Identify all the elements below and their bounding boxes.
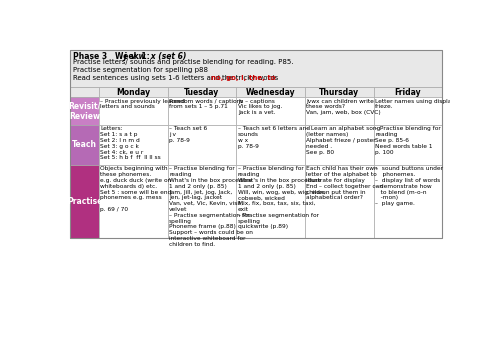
Text: Read sentences using sets 1-6 letters and the tricky words: Read sentences using sets 1-6 letters an…: [72, 75, 280, 81]
Bar: [374, 97, 442, 125]
Bar: [70, 50, 442, 238]
Bar: [168, 125, 236, 165]
Text: Each child has their own
letter of the alphabet to
illustrate for display
End – : Each child has their own letter of the a…: [306, 166, 384, 200]
Text: Letters:
Set 1: s a t p
Set 2: I n m d
Set 3: g o c k
Set 4: ck, e u r
Set 5: h : Letters: Set 1: s a t p Set 2: I n m d S…: [100, 126, 161, 160]
Bar: [305, 125, 374, 165]
Text: Practise letters/ sounds and practise blending for reading. P85.: Practise letters/ sounds and practise bl…: [72, 59, 293, 65]
Bar: [374, 87, 442, 97]
Bar: [168, 97, 236, 125]
Text: Random words / captions
from sets 1 – 5 p.71: Random words / captions from sets 1 – 5 …: [169, 99, 244, 109]
Text: Thursday: Thursday: [319, 88, 360, 97]
Bar: [99, 97, 168, 125]
Bar: [236, 97, 305, 125]
Text: – Practise blending for
reading
See p. 85-6
Need words table 1
p. 100: – Practise blending for reading See p. 8…: [375, 126, 441, 155]
Text: Phase 3   Week 1:: Phase 3 Week 1:: [72, 52, 152, 61]
Text: Objects beginning with
these phonemes.
e.g. duck duck (write on
whiteboards d) e: Objects beginning with these phonemes. e…: [100, 166, 172, 212]
Bar: [99, 87, 168, 97]
Bar: [168, 165, 236, 238]
Bar: [168, 87, 236, 97]
Bar: [70, 125, 99, 165]
Text: Teach: Teach: [72, 141, 97, 149]
Text: Jvwx can children write
these words?
Van, jam, web, box (CVC): Jvwx can children write these words? Van…: [306, 99, 381, 115]
Bar: [305, 97, 374, 125]
Text: – Practise blending for
reading
What's in the box procedure
1 and 2 only (p. 85): – Practise blending for reading What's i…: [169, 166, 253, 247]
Text: Practise segmentation for spelling p88: Practise segmentation for spelling p88: [72, 67, 208, 73]
Text: – Practise previously learned
letters and sounds: – Practise previously learned letters an…: [100, 99, 186, 109]
Bar: [236, 125, 305, 165]
Bar: [99, 125, 168, 165]
Text: – Teach set 6
j v
p. 78-9: – Teach set 6 j v p. 78-9: [169, 126, 207, 143]
Text: –  sound buttons under
    phonemes.
–  display list of words
– demonstrate how
: – sound buttons under phonemes. – displa…: [375, 166, 443, 206]
Text: no, go, I, the, to: no, go, I, the, to: [210, 75, 275, 81]
Text: – Practise blending for
reading
What's in the box procedure
1 and 2 only (p. 85): – Practise blending for reading What's i…: [238, 166, 326, 229]
Text: Revisit/
Review: Revisit/ Review: [68, 101, 100, 121]
Text: – Teach set 6 letters and
sounds
w x
p. 78-9: – Teach set 6 letters and sounds w x p. …: [238, 126, 310, 149]
Text: Monday: Monday: [116, 88, 150, 97]
Bar: [70, 50, 442, 87]
Text: Letter names using display /
frieze.: Letter names using display / frieze.: [375, 99, 459, 109]
Bar: [374, 165, 442, 238]
Bar: [374, 125, 442, 165]
Bar: [305, 87, 374, 97]
Text: Friday: Friday: [394, 88, 421, 97]
Bar: [236, 165, 305, 238]
Text: Wednesday: Wednesday: [246, 88, 296, 97]
Bar: [99, 165, 168, 238]
Bar: [236, 87, 305, 97]
Bar: [70, 165, 99, 238]
Text: j  v w  x (set 6): j v w x (set 6): [124, 52, 187, 61]
Text: Tuesday: Tuesday: [184, 88, 220, 97]
Text: Practise: Practise: [67, 197, 102, 206]
Text: – Learn an alphabet song
(letter names)
Alphabet frieze / poster
needed .
See p.: – Learn an alphabet song (letter names) …: [306, 126, 380, 155]
Bar: [70, 87, 99, 97]
Bar: [70, 97, 99, 125]
Text: Jv – captions
Vic likes to jog.
Jack is a vet.: Jv – captions Vic likes to jog. Jack is …: [238, 99, 282, 115]
Bar: [305, 165, 374, 238]
